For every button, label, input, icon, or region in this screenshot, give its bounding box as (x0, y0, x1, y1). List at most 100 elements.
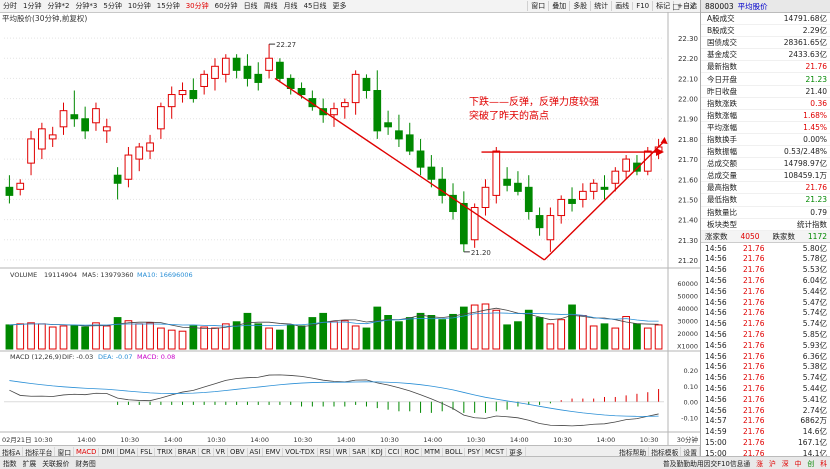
indicator-tab-0[interactable]: 指标A (0, 446, 24, 457)
minimize-icon[interactable]: – (659, 1, 664, 11)
period-tab-8[interactable]: 60分钟 (214, 2, 238, 10)
indicator-tab-21[interactable]: MTM (422, 447, 443, 456)
market-index-2[interactable]: 深 (781, 460, 789, 468)
period-tab-3[interactable]: 分钟*3 (75, 2, 98, 10)
market-index-4[interactable]: 创 (807, 460, 815, 468)
tool-button-6[interactable]: 标记 (652, 1, 673, 11)
period-tab-13[interactable]: 更多 (332, 2, 347, 10)
market-index-3[interactable]: 中 (794, 460, 802, 468)
volume-bar (524, 309, 533, 350)
price-tick-label: 21.90 (678, 116, 698, 124)
indicator-tab-9[interactable]: CR (199, 447, 214, 456)
indicator-tab-14[interactable]: VOL-TDX (283, 447, 318, 456)
indicator-tab-10[interactable]: VR (214, 447, 229, 456)
indicator-tab-19[interactable]: CCI (386, 447, 403, 456)
candle (557, 198, 566, 217)
indicator-tab-8[interactable]: BRAR (176, 447, 200, 456)
tool-button-5[interactable]: F10 (632, 2, 652, 10)
period-tab-12[interactable]: 45日线 (303, 2, 327, 10)
tool-button-7[interactable]: +自选 (673, 1, 700, 11)
tool-button-4[interactable]: 画线 (611, 1, 632, 11)
candle (200, 73, 209, 87)
tick-price: 21.76 (743, 405, 765, 415)
indicator-tab-6[interactable]: FSL (138, 447, 156, 456)
candle (276, 61, 284, 79)
period-tab-0[interactable]: 分时 (3, 2, 17, 10)
indicator-tab-16[interactable]: WR (334, 447, 351, 456)
status-tab-1[interactable]: 扩展 (22, 460, 37, 468)
price-tick-label: 22.20 (678, 55, 698, 63)
news-ticker[interactable]: 普及勤勤助用因交F10信息通 (662, 460, 751, 468)
tick-price: 21.76 (743, 383, 765, 393)
indicator-tab-25[interactable]: 更多 (507, 446, 526, 457)
indicator-tool-1[interactable]: 指标模板 (649, 446, 682, 457)
index-name[interactable]: 平均股价 (737, 1, 768, 11)
indicator-tool-0[interactable]: 指标帮助 (617, 446, 650, 457)
volume-bar (470, 304, 479, 350)
tick-price: 21.76 (743, 362, 765, 372)
indicator-tab-1[interactable]: 指标平台 (23, 446, 56, 457)
maximize-icon[interactable]: □ (672, 1, 680, 11)
market-index-1[interactable]: 沪 (769, 460, 776, 468)
tick-list[interactable]: 14:56 21.76 5.80亿 14:56 21.76 5.78亿 14:56 21.76… (701, 243, 830, 459)
candle (124, 154, 133, 180)
market-index-5[interactable]: 科 (820, 460, 827, 468)
period-tab-2[interactable]: 分钟*2 (47, 2, 70, 10)
candle (568, 198, 576, 204)
indicator-tab-5[interactable]: DMA (118, 447, 139, 456)
period-tab-4[interactable]: 5分钟 (103, 2, 122, 10)
price-tick-label: 21.70 (678, 156, 698, 164)
candle (340, 102, 349, 108)
indicator-tab-7[interactable]: TRIX (155, 447, 176, 456)
candle (546, 215, 555, 241)
period-tab-9[interactable]: 日线 (243, 2, 258, 10)
indicator-tab-20[interactable]: ROC (402, 447, 423, 456)
indicator-tab-3[interactable]: MACD (74, 447, 100, 456)
indicator-tab-18[interactable]: KDJ (369, 447, 386, 456)
status-tab-0[interactable]: 指数 (3, 460, 17, 468)
window-controls: – □ × (655, 0, 700, 12)
x-axis-label: 10:30 (640, 436, 659, 444)
period-tab-10[interactable]: 周线 (263, 2, 278, 10)
chart-title: 平均股价(30分钟,前复权) (2, 14, 88, 23)
tool-button-2[interactable]: 多股 (569, 1, 590, 11)
indicator-tool-2[interactable]: 设置 (681, 446, 700, 457)
summary-value: 统计指数 (797, 219, 827, 229)
tool-button-1[interactable]: 叠加 (548, 1, 569, 11)
market-index-0[interactable]: 涨 (756, 460, 764, 468)
x-axis-label: 10:30 (380, 436, 399, 444)
period-tab-7[interactable]: 30分钟 (185, 2, 209, 10)
volume-bar (643, 327, 652, 350)
volume-bar (384, 315, 392, 350)
x-axis-label: 14:00 (77, 436, 96, 444)
indicator-tab-4[interactable]: DMI (99, 447, 118, 456)
volume-bar (178, 330, 187, 350)
indicator-tab-17[interactable]: SAR (350, 447, 370, 456)
indicator-tab-23[interactable]: PSY (465, 447, 484, 456)
tool-button-3[interactable]: 统计 (590, 1, 611, 11)
indicator-tab-13[interactable]: EMV (263, 447, 284, 456)
indicator-tab-24[interactable]: MCST (483, 447, 508, 456)
period-tab-11[interactable]: 月线 (283, 2, 298, 10)
close-icon[interactable]: × (688, 1, 696, 11)
volume-bar (211, 327, 219, 350)
indicator-tab-22[interactable]: BOLL (443, 447, 466, 456)
indicator-tab-15[interactable]: RSI (318, 447, 334, 456)
indicator-tab-12[interactable]: ASI (248, 447, 264, 456)
period-tab-5[interactable]: 10分钟 (127, 2, 151, 10)
period-label[interactable]: 30分钟 (677, 435, 699, 444)
status-tab-2[interactable]: 关联报价 (42, 460, 70, 468)
summary-label: 总成交量 (707, 171, 737, 181)
volume-bar (16, 323, 25, 350)
summary-value: 0.00% (803, 134, 827, 144)
summary-row: 基金成交 2433.63亿 (701, 49, 830, 62)
period-tab-6[interactable]: 15分钟 (156, 2, 180, 10)
status-tab-3[interactable]: 财务图 (75, 460, 96, 468)
summary-row: A股成交 14791.68亿 (701, 13, 830, 26)
indicator-tab-11[interactable]: OBV (228, 447, 248, 456)
volume-bar (503, 324, 511, 350)
kline-chart[interactable]: 22.30 22.20 22.10 22.00 21.90 21.80 21.70 21.60… (0, 12, 700, 445)
period-tab-1[interactable]: 1分钟 (23, 2, 42, 10)
indicator-tab-2[interactable]: 窗口 (55, 446, 75, 457)
tool-button-0[interactable]: 窗口 (527, 1, 548, 11)
